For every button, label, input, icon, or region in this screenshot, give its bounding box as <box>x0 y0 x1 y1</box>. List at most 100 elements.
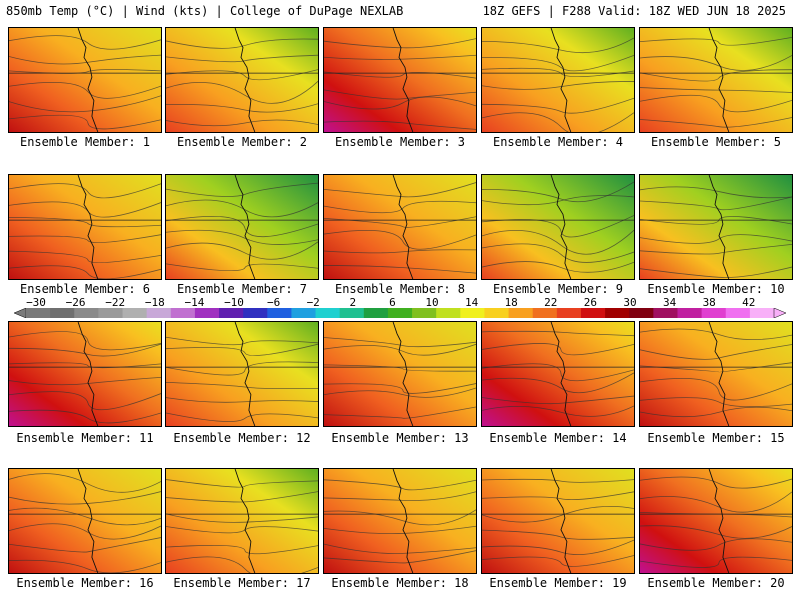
height-contour <box>324 406 476 419</box>
height-contour <box>640 476 792 489</box>
ensemble-member-map <box>639 321 793 427</box>
height-contour <box>9 114 161 130</box>
height-contour <box>640 69 792 82</box>
temperature-field <box>9 175 161 279</box>
height-contour <box>324 71 476 79</box>
height-contour <box>166 215 318 237</box>
height-contour <box>640 266 792 278</box>
temperature-field <box>324 322 476 426</box>
height-contour <box>9 409 161 424</box>
member-label: Ensemble Member: 19 <box>489 576 627 590</box>
height-contour <box>166 263 318 272</box>
coastline <box>708 469 730 573</box>
height-contour <box>9 35 161 50</box>
colorbar-segment <box>339 308 365 318</box>
ensemble-member-map <box>165 468 319 574</box>
height-contour <box>9 250 161 263</box>
colorbar-segment <box>194 308 220 318</box>
ensemble-member-map <box>165 174 319 280</box>
colorbar-tick-label: −18 <box>144 296 165 309</box>
colorbar-segment <box>170 308 196 318</box>
colorbar-low-arrow <box>14 308 27 318</box>
height-contour <box>324 265 476 274</box>
height-contour <box>482 529 634 540</box>
height-contour <box>9 507 161 526</box>
colorbar-segment <box>580 308 606 318</box>
member-label: Ensemble Member: 16 <box>16 576 154 590</box>
member-label: Ensemble Member: 11 <box>16 431 154 445</box>
height-contour <box>482 478 634 483</box>
member-label: Ensemble Member: 12 <box>173 431 311 445</box>
member-label: Ensemble Member: 13 <box>331 431 469 445</box>
height-contour <box>9 95 161 113</box>
colorbar-segment <box>677 308 703 318</box>
ensemble-member-map <box>323 321 477 427</box>
height-contour <box>166 38 318 49</box>
height-contour <box>640 87 792 93</box>
colorbar-segment <box>629 308 654 318</box>
temperature-field <box>324 175 476 279</box>
ensemble-member-map <box>323 468 477 574</box>
member-label: Ensemble Member: 1 <box>19 135 151 149</box>
coastline <box>708 322 730 426</box>
height-contour <box>482 195 634 206</box>
height-contour <box>9 523 161 540</box>
height-contour <box>482 343 634 356</box>
height-contour <box>166 397 318 403</box>
height-contour <box>324 337 476 348</box>
member-label: Ensemble Member: 10 <box>647 282 785 296</box>
colorbar-segment <box>412 308 437 318</box>
height-contour <box>9 217 161 228</box>
height-contour <box>166 199 318 218</box>
coastline <box>708 28 730 132</box>
coastline <box>234 28 256 132</box>
height-contour <box>640 36 792 46</box>
colorbar-tick-label: 22 <box>544 296 558 309</box>
height-contour <box>482 97 634 114</box>
colorbar-segment <box>219 308 244 318</box>
height-contour <box>482 372 634 394</box>
height-contour <box>324 364 476 372</box>
temperature-field <box>9 469 161 573</box>
height-contour <box>166 491 318 503</box>
member-label: Ensemble Member: 7 <box>176 282 308 296</box>
temperature-field <box>166 175 318 279</box>
colorbar-segment <box>267 308 292 318</box>
height-contour <box>324 89 476 100</box>
height-contour <box>9 391 161 411</box>
ensemble-member-map <box>165 321 319 427</box>
member-label: Ensemble Member: 5 <box>650 135 782 149</box>
member-label: Ensemble Member: 14 <box>489 431 627 445</box>
colorbar-segment <box>243 308 268 318</box>
member-label: Ensemble Member: 8 <box>334 282 466 296</box>
colorbar-tick-label: 6 <box>389 296 396 309</box>
height-contour <box>324 543 476 554</box>
ensemble-member-map <box>481 468 635 574</box>
height-contour <box>166 513 318 523</box>
ensemble-member-map <box>481 27 635 133</box>
height-contour <box>166 479 318 488</box>
height-contour <box>324 249 476 254</box>
colorbar-segment <box>436 308 461 318</box>
temperature-field <box>166 28 318 132</box>
ensemble-member-map <box>639 27 793 133</box>
height-contour <box>640 186 792 199</box>
height-contour <box>9 343 161 357</box>
height-contour <box>640 243 792 255</box>
height-contour <box>166 556 318 573</box>
colorbar-segment <box>484 308 510 318</box>
colorbar-segment <box>315 308 341 318</box>
height-contour <box>482 229 634 255</box>
height-contour <box>482 330 634 337</box>
height-contour <box>324 509 476 526</box>
height-contour <box>640 196 792 211</box>
colorbar-segment <box>556 308 582 318</box>
height-contour <box>324 54 476 60</box>
height-contour <box>9 81 161 99</box>
colorbar-tick-label: −10 <box>224 296 244 309</box>
ensemble-member-map <box>481 321 635 427</box>
height-contour <box>640 556 792 568</box>
colorbar-tick-label: 30 <box>623 296 637 309</box>
height-contour <box>640 328 792 340</box>
colorbar-segment <box>98 308 124 318</box>
